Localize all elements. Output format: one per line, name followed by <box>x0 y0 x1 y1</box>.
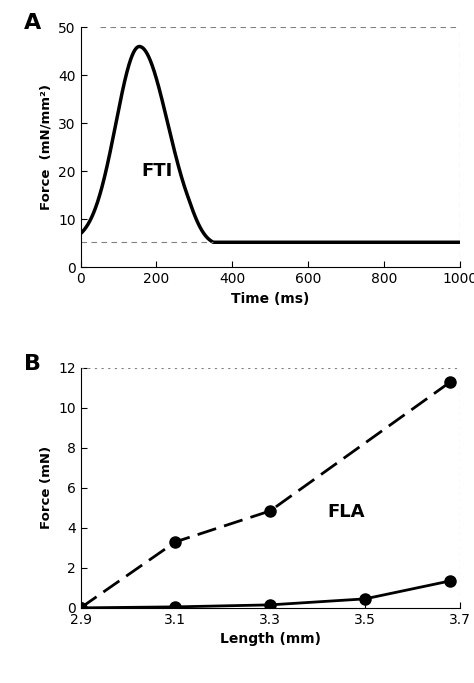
X-axis label: Time (ms): Time (ms) <box>231 292 310 305</box>
Text: B: B <box>24 354 41 374</box>
Y-axis label: Force (mN): Force (mN) <box>39 447 53 529</box>
X-axis label: Length (mm): Length (mm) <box>219 632 321 646</box>
Text: FTI: FTI <box>141 163 173 180</box>
Text: FLA: FLA <box>327 503 365 521</box>
Text: A: A <box>24 13 41 33</box>
Y-axis label: Force  (mN/mm²): Force (mN/mm²) <box>39 84 53 210</box>
